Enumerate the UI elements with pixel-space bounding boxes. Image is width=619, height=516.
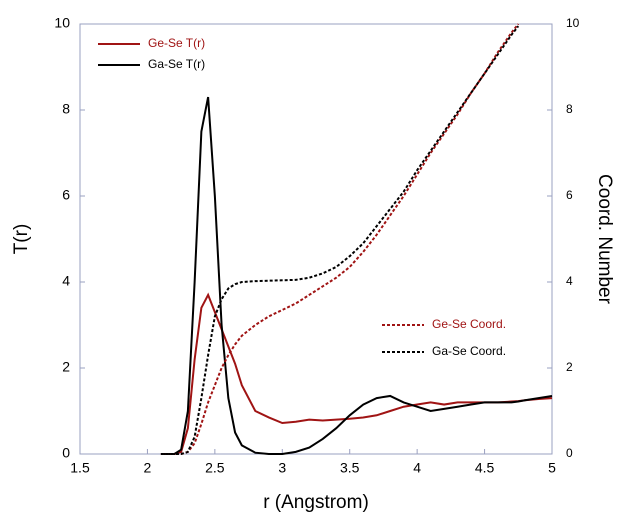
x-tick-label: 2.5 — [205, 460, 225, 476]
y-tick-label: 10 — [54, 15, 70, 31]
y-tick-label: 0 — [62, 445, 70, 461]
y-tick-label: 6 — [62, 187, 70, 203]
x-tick-label: 3 — [278, 460, 286, 476]
legend-label: Ga-Se T(r) — [148, 57, 205, 71]
data-line — [160, 96, 553, 455]
legend-label: Ga-Se Coord. — [432, 344, 506, 358]
x-tick-label: 4.5 — [475, 460, 495, 476]
y-tick-label: 8 — [62, 101, 70, 117]
legend-label: Ge-Se Coord. — [432, 317, 506, 331]
y-tick-label: 4 — [62, 273, 70, 289]
plot-frame — [79, 23, 553, 455]
x-tick-label: 5 — [548, 460, 556, 476]
y2-tick-label: 10 — [566, 16, 580, 30]
y2-tick-label: 6 — [566, 188, 573, 202]
y2-tick-label: 0 — [566, 446, 573, 460]
y-axis-title: T(r) — [11, 224, 32, 255]
x-tick-label: 4 — [413, 460, 421, 476]
y2-tick-label: 4 — [566, 274, 573, 288]
legend-label: Ge-Se T(r) — [148, 36, 205, 50]
x-tick-label: 1.5 — [70, 460, 90, 476]
y-tick-label: 2 — [62, 359, 70, 375]
x-axis-title: r (Angstrom) — [263, 492, 369, 513]
y2-axis-title: Coord. Number — [594, 174, 615, 305]
x-tick-label: 2 — [144, 460, 152, 476]
data-line — [160, 23, 520, 455]
y2-tick-label: 2 — [566, 360, 573, 374]
x-tick-label: 3.5 — [340, 460, 360, 476]
y2-tick-label: 8 — [566, 102, 573, 116]
data-line — [160, 25, 520, 455]
